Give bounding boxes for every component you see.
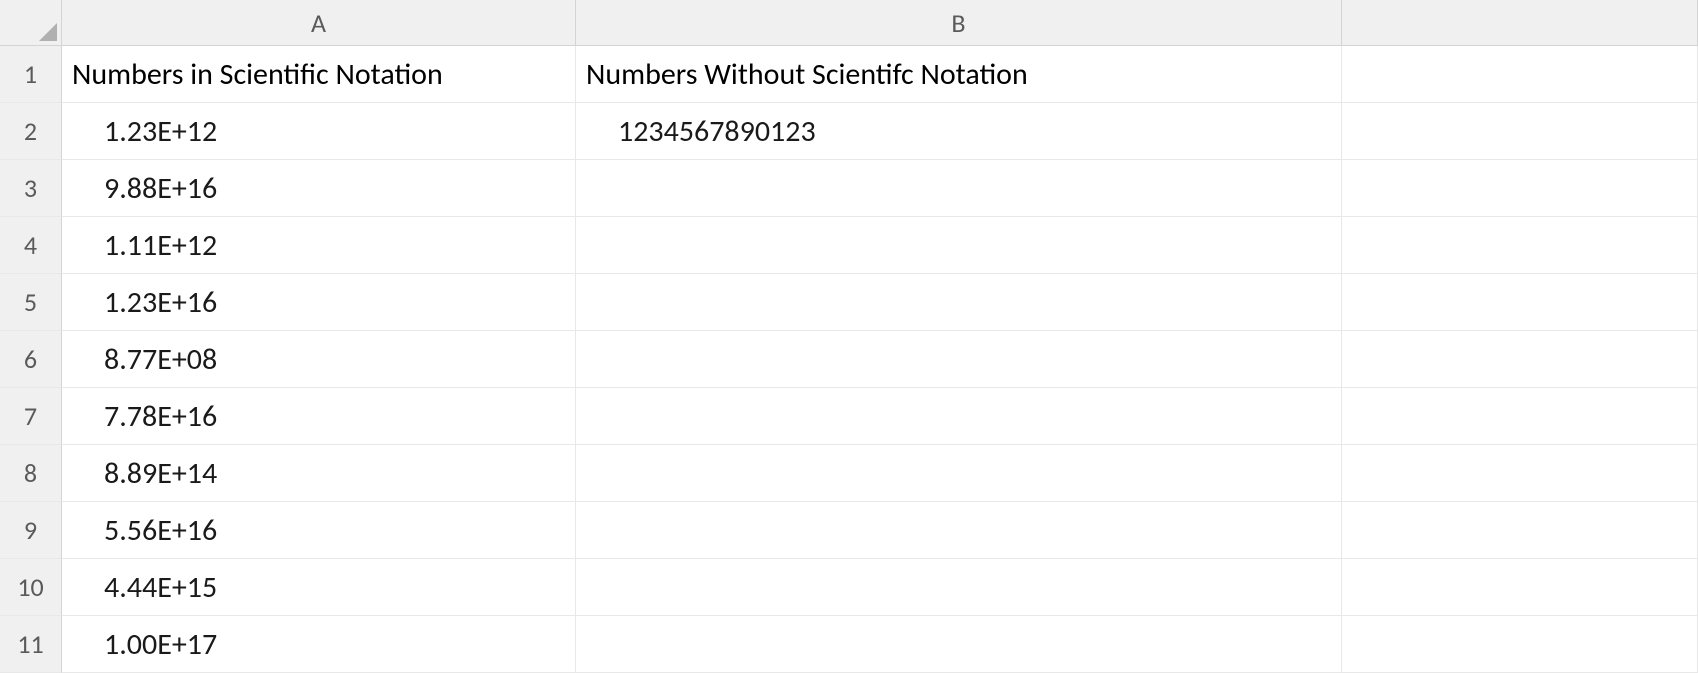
row-header-1[interactable]: 1: [0, 46, 62, 103]
cell-b5[interactable]: [576, 274, 1342, 331]
cell-c5[interactable]: [1342, 274, 1698, 331]
cell-b3[interactable]: [576, 160, 1342, 217]
cell-b2[interactable]: 1234567890123: [576, 103, 1342, 160]
cell-c7[interactable]: [1342, 388, 1698, 445]
cell-a1[interactable]: Numbers in Scientific Notation: [62, 46, 576, 103]
cell-a8[interactable]: 8.89E+14: [62, 445, 576, 502]
row-header-11[interactable]: 11: [0, 616, 62, 673]
cell-c10[interactable]: [1342, 559, 1698, 616]
row-header-5[interactable]: 5: [0, 274, 62, 331]
row-header-8[interactable]: 8: [0, 445, 62, 502]
cell-b8[interactable]: [576, 445, 1342, 502]
row-header-2[interactable]: 2: [0, 103, 62, 160]
cell-c8[interactable]: [1342, 445, 1698, 502]
cell-a6[interactable]: 8.77E+08: [62, 331, 576, 388]
cell-c2[interactable]: [1342, 103, 1698, 160]
cell-a2[interactable]: 1.23E+12: [62, 103, 576, 160]
col-header-b[interactable]: B: [576, 0, 1342, 46]
cell-b9[interactable]: [576, 502, 1342, 559]
cell-a11[interactable]: 1.00E+17: [62, 616, 576, 673]
row-header-9[interactable]: 9: [0, 502, 62, 559]
cell-a9[interactable]: 5.56E+16: [62, 502, 576, 559]
row-header-10[interactable]: 10: [0, 559, 62, 616]
row-header-4[interactable]: 4: [0, 217, 62, 274]
row-header-7[interactable]: 7: [0, 388, 62, 445]
spreadsheet-grid: A B 1 Numbers in Scientific Notation Num…: [0, 0, 1698, 673]
cell-c4[interactable]: [1342, 217, 1698, 274]
cell-b11[interactable]: [576, 616, 1342, 673]
row-header-6[interactable]: 6: [0, 331, 62, 388]
cell-b10[interactable]: [576, 559, 1342, 616]
cell-c6[interactable]: [1342, 331, 1698, 388]
cell-a10[interactable]: 4.44E+15: [62, 559, 576, 616]
cell-b7[interactable]: [576, 388, 1342, 445]
cell-c1[interactable]: [1342, 46, 1698, 103]
cell-a5[interactable]: 1.23E+16: [62, 274, 576, 331]
row-header-3[interactable]: 3: [0, 160, 62, 217]
select-all-corner[interactable]: [0, 0, 62, 46]
cell-c11[interactable]: [1342, 616, 1698, 673]
cell-c9[interactable]: [1342, 502, 1698, 559]
cell-b6[interactable]: [576, 331, 1342, 388]
cell-a3[interactable]: 9.88E+16: [62, 160, 576, 217]
col-header-a[interactable]: A: [62, 0, 576, 46]
col-header-c[interactable]: [1342, 0, 1698, 46]
cell-a4[interactable]: 1.11E+12: [62, 217, 576, 274]
cell-b4[interactable]: [576, 217, 1342, 274]
cell-c3[interactable]: [1342, 160, 1698, 217]
cell-a7[interactable]: 7.78E+16: [62, 388, 576, 445]
cell-b1[interactable]: Numbers Without Scientifc Notation: [576, 46, 1342, 103]
